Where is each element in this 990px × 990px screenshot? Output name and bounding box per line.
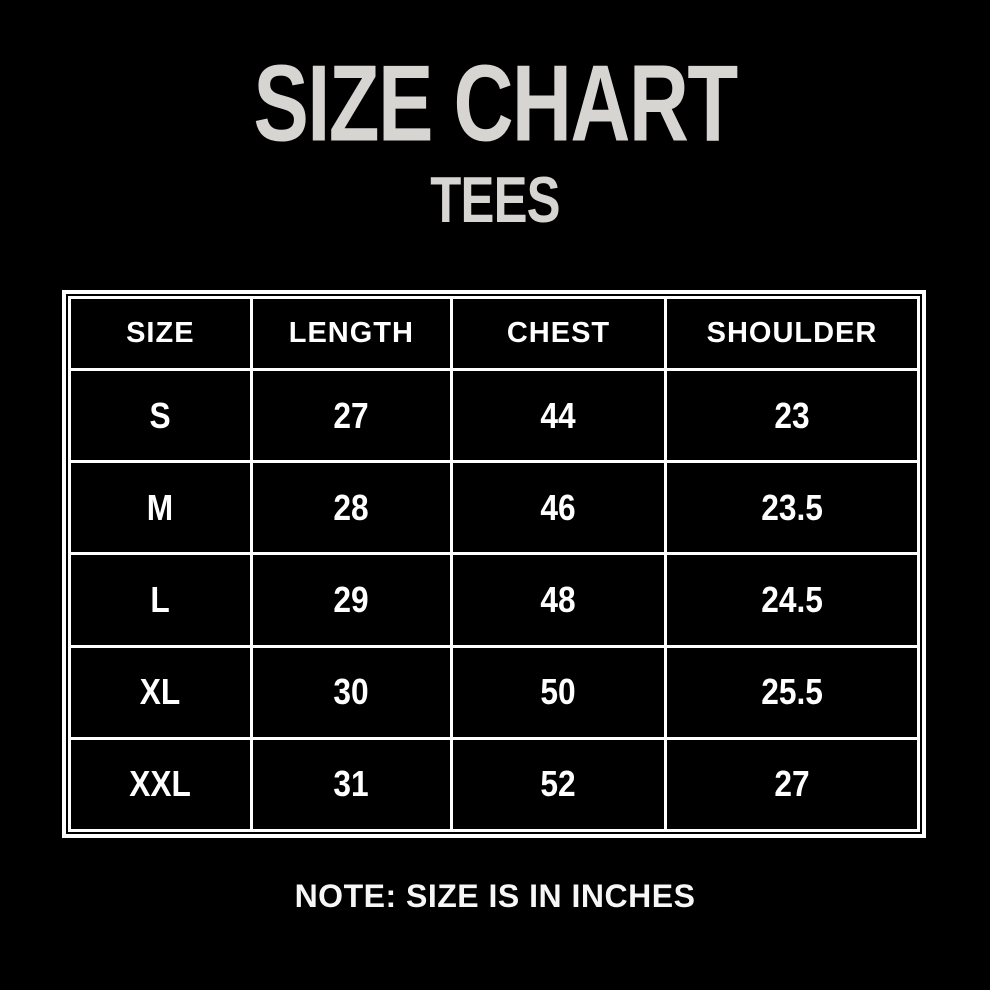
cell-value: 24.5 xyxy=(761,578,823,620)
cell-value: 25.5 xyxy=(761,671,823,713)
length-cell: 27 xyxy=(249,367,454,464)
cell-value: 23.5 xyxy=(761,486,823,528)
size-table-frame: SIZE LENGTH CHEST SHOULDER S 27 44 23 M … xyxy=(62,290,926,838)
shoulder-cell: 23.5 xyxy=(663,460,921,556)
size-cell: S xyxy=(68,367,253,464)
length-cell: 31 xyxy=(249,736,454,833)
cell-value: XXL xyxy=(129,763,192,805)
cell-value: 52 xyxy=(540,763,577,805)
size-cell: XXL xyxy=(68,736,253,833)
cell-value: M xyxy=(147,486,174,528)
column-header-chest: CHEST xyxy=(450,296,667,371)
shoulder-cell: 25.5 xyxy=(663,644,921,740)
shoulder-cell: 27 xyxy=(663,736,921,833)
cell-value: 27 xyxy=(774,763,810,805)
column-header-length: LENGTH xyxy=(249,296,454,371)
chest-cell: 48 xyxy=(450,552,667,648)
table-row: XL 30 50 25.5 xyxy=(68,644,921,740)
shoulder-cell: 23 xyxy=(663,367,921,464)
table-row: XXL 31 52 27 xyxy=(68,736,921,833)
size-cell: M xyxy=(68,460,253,556)
table-row: L 29 48 24.5 xyxy=(68,552,921,648)
cell-value: 44 xyxy=(540,394,577,436)
table-row: S 27 44 23 xyxy=(68,367,921,464)
table-header-row: SIZE LENGTH CHEST SHOULDER xyxy=(68,296,921,371)
shoulder-cell: 24.5 xyxy=(663,552,921,648)
cell-value: 46 xyxy=(540,486,577,528)
chest-cell: 52 xyxy=(450,736,667,833)
cell-value: L xyxy=(150,578,171,620)
page-subtitle: TEES xyxy=(430,164,560,237)
page-title: SIZE CHART xyxy=(253,43,738,165)
cell-value: 48 xyxy=(540,578,577,620)
cell-value: 28 xyxy=(333,486,369,528)
chest-cell: 44 xyxy=(450,367,667,464)
cell-value: 29 xyxy=(333,578,369,620)
cell-value: XL xyxy=(140,671,181,713)
length-cell: 29 xyxy=(249,552,454,648)
cell-value: 50 xyxy=(540,671,577,713)
chest-cell: 50 xyxy=(450,644,667,740)
length-cell: 30 xyxy=(249,644,454,740)
length-cell: 28 xyxy=(249,460,454,556)
table-row: M 28 46 23.5 xyxy=(68,460,921,556)
size-cell: L xyxy=(68,552,253,648)
cell-value: 31 xyxy=(333,763,369,805)
units-note: NOTE: SIZE IS IN INCHES xyxy=(294,878,696,914)
column-header-size: SIZE xyxy=(68,296,253,371)
cell-value: 27 xyxy=(333,394,369,436)
chest-cell: 46 xyxy=(450,460,667,556)
size-cell: XL xyxy=(68,644,253,740)
column-header-shoulder: SHOULDER xyxy=(663,296,921,371)
size-table: SIZE LENGTH CHEST SHOULDER S 27 44 23 M … xyxy=(68,296,921,833)
cell-value: 30 xyxy=(333,671,369,713)
cell-value: 23 xyxy=(774,394,810,436)
cell-value: S xyxy=(149,394,171,436)
